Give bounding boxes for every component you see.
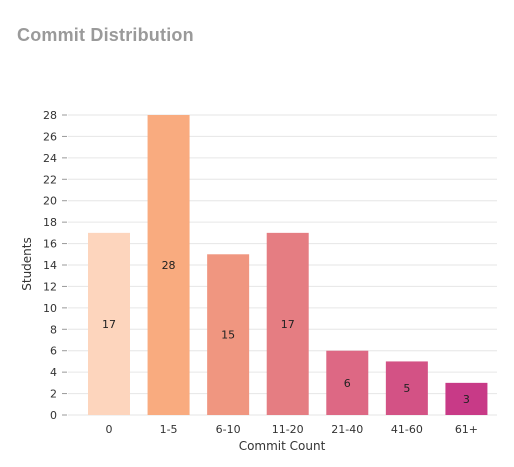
bar-value-label: 17: [281, 318, 295, 331]
y-tick-label: 22: [43, 173, 57, 186]
y-tick-label: 8: [50, 323, 57, 336]
x-tick-label: 1-5: [160, 423, 178, 436]
x-tick-label: 41-60: [391, 423, 423, 436]
bar: [385, 361, 428, 415]
x-tick-label: 0: [106, 423, 113, 436]
y-tick-label: 6: [50, 345, 57, 358]
y-tick-label: 2: [50, 388, 57, 401]
bar-value-label: 6: [344, 377, 351, 390]
y-tick-label: 0: [50, 409, 57, 422]
y-tick-label: 20: [43, 195, 57, 208]
bar-value-label: 15: [221, 329, 235, 342]
x-axis-title: Commit Count: [239, 439, 326, 453]
bar: [147, 115, 190, 415]
y-tick-label: 12: [43, 280, 57, 293]
bar-value-label: 5: [403, 382, 410, 395]
y-tick-label: 28: [43, 109, 57, 122]
y-tick-label: 16: [43, 238, 57, 251]
x-tick-label: 6-10: [216, 423, 241, 436]
y-tick-label: 26: [43, 130, 57, 143]
bars: 17 28 15 17 6 5 3: [88, 115, 488, 415]
y-tick-label: 18: [43, 216, 57, 229]
y-tick-label: 24: [43, 152, 57, 165]
bar-value-label: 3: [463, 393, 470, 406]
bar-value-label: 28: [162, 259, 176, 272]
bar: [326, 350, 369, 415]
x-tick-label: 11-20: [272, 423, 304, 436]
y-tick-label: 4: [50, 366, 57, 379]
y-tick-label: 14: [43, 259, 57, 272]
bar: [266, 232, 309, 415]
y-tick-label: 10: [43, 302, 57, 315]
bar-value-label: 17: [102, 318, 116, 331]
chart-title: Commit Distribution: [17, 25, 194, 45]
x-axis: 0 1-5 6-10 11-20 21-40 41-60 61+: [106, 423, 479, 436]
y-axis-title: Students: [20, 237, 34, 291]
bar: [88, 232, 130, 415]
bar: [445, 382, 488, 415]
x-tick-label: 21-40: [331, 423, 363, 436]
bar: [207, 254, 250, 415]
x-tick-label: 61+: [455, 423, 478, 436]
